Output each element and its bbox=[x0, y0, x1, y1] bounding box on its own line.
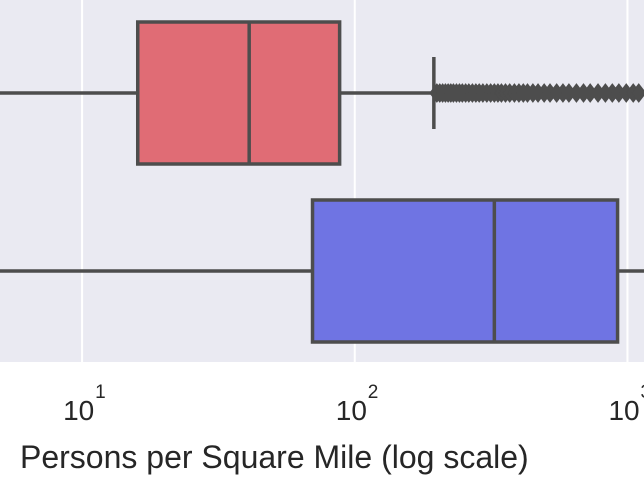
tick-exponent: 2 bbox=[368, 382, 379, 403]
tick-base: 10 bbox=[63, 395, 94, 426]
x-tick-labels: 101102103 bbox=[63, 382, 644, 426]
x-axis-label: Persons per Square Mile (log scale) bbox=[20, 439, 529, 475]
box bbox=[310, 198, 620, 344]
box-series bbox=[0, 20, 644, 166]
tick-exponent: 1 bbox=[95, 382, 106, 403]
x-tick-label: 101 bbox=[63, 382, 106, 426]
x-tick-label: 102 bbox=[336, 382, 379, 426]
x-tick-label: 103 bbox=[608, 382, 644, 426]
tick-exponent: 3 bbox=[640, 382, 644, 403]
boxes bbox=[0, 20, 644, 344]
tick-base: 10 bbox=[608, 395, 639, 426]
box-series bbox=[0, 198, 644, 344]
box bbox=[135, 20, 342, 166]
tick-base: 10 bbox=[336, 395, 367, 426]
outliers bbox=[429, 83, 644, 103]
outlier-point bbox=[631, 83, 644, 103]
